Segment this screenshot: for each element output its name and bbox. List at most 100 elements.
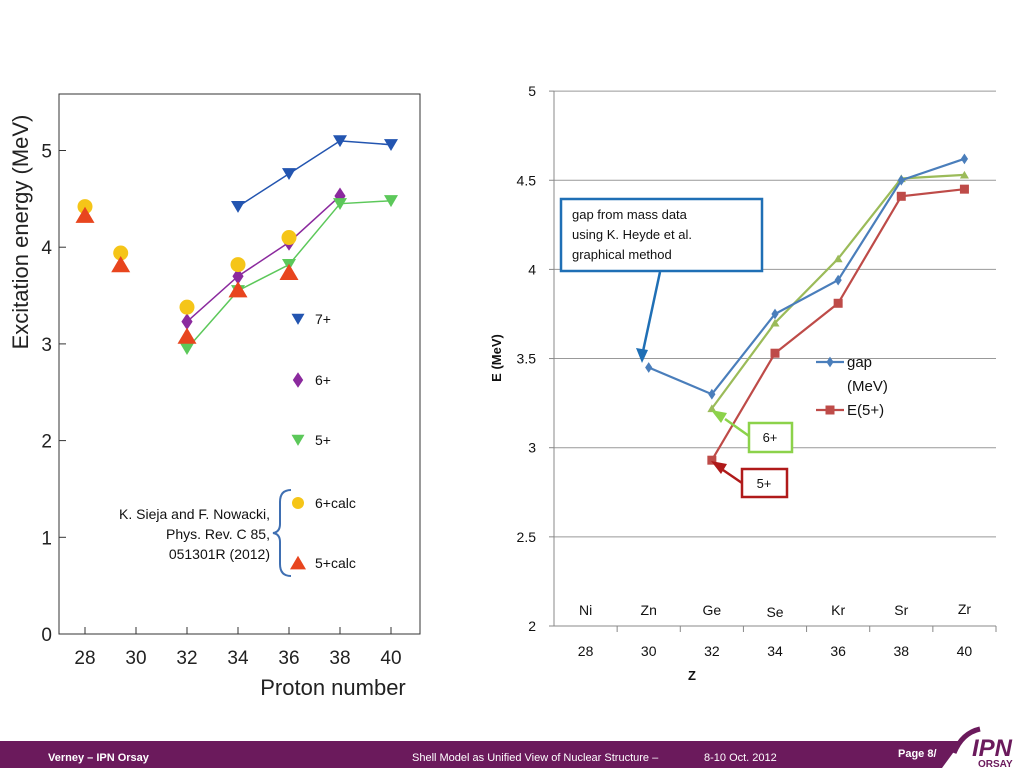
logo-text: IPN bbox=[972, 735, 1013, 762]
right-series-line bbox=[648, 157, 965, 396]
five-plus-callout-label: 5+ bbox=[757, 476, 772, 491]
left-legend-label: 7+ bbox=[315, 311, 331, 327]
left-x-tick-label: 36 bbox=[278, 648, 299, 669]
five-plus-callout-box bbox=[740, 467, 789, 499]
right-data-point bbox=[833, 298, 843, 308]
right-legend-marker bbox=[826, 356, 834, 368]
element-label: Ge bbox=[703, 602, 722, 618]
right-data-point bbox=[707, 404, 717, 413]
left-y-tick-label: 5 bbox=[41, 142, 52, 163]
right-y-axis-label: E (MeV) bbox=[489, 334, 504, 382]
left-x-tick-label: 30 bbox=[125, 648, 146, 669]
footer-bar: Verney – IPN Orsay Shell Model as Unifie… bbox=[0, 741, 1024, 768]
left-legend-marker bbox=[291, 313, 305, 325]
gap-callout-arrow bbox=[640, 271, 662, 357]
gap-callout-line-1: gap from mass data bbox=[572, 207, 688, 222]
footer-talk-title: Shell Model as Unified View of Nuclear S… bbox=[412, 752, 659, 764]
right-x-ticks: 28 30 32 34 36 38 40 bbox=[578, 626, 997, 659]
five-plus-callout-arrow bbox=[722, 468, 743, 485]
right-y-tick-label: 2.5 bbox=[517, 529, 537, 545]
left-data-point bbox=[232, 267, 244, 285]
element-label: Sr bbox=[894, 602, 908, 618]
right-data-point bbox=[960, 153, 969, 165]
left-data-point bbox=[230, 257, 246, 273]
left-x-tick-label: 40 bbox=[380, 648, 401, 669]
left-data-point bbox=[279, 263, 299, 280]
left-legend-label: 6+calc bbox=[315, 495, 356, 511]
left-y-tick-label: 4 bbox=[41, 238, 52, 259]
six-plus-callout-label: 6+ bbox=[763, 430, 778, 445]
right-series-layer bbox=[645, 153, 969, 465]
right-data-point bbox=[770, 318, 780, 327]
left-data-point bbox=[77, 199, 93, 215]
gap-callout-line-3: graphical method bbox=[572, 247, 672, 262]
right-legend-label: gap bbox=[847, 354, 872, 371]
right-y-ticks: 2 2.5 3 3.5 4 4.5 5 bbox=[517, 83, 554, 634]
left-x-tick-label: 28 bbox=[74, 648, 95, 669]
right-data-point bbox=[897, 174, 905, 186]
element-label: Kr bbox=[831, 602, 845, 618]
ipn-orsay-logo: IPN ORSAY bbox=[942, 713, 1024, 768]
right-data-point bbox=[833, 254, 843, 263]
left-data-point bbox=[177, 327, 197, 344]
right-y-tick-label: 3 bbox=[528, 440, 536, 456]
left-x-ticks: 28 30 32 34 36 38 40 bbox=[74, 627, 402, 669]
left-legend-marker bbox=[292, 497, 304, 509]
right-legend-marker bbox=[825, 405, 835, 415]
right-y-tick-label: 4.5 bbox=[517, 172, 537, 188]
right-x-tick-label: 32 bbox=[704, 643, 720, 659]
right-data-point bbox=[645, 362, 653, 373]
left-data-point bbox=[181, 313, 193, 331]
left-data-point bbox=[384, 139, 398, 151]
right-y-tick-label: 4 bbox=[528, 261, 536, 277]
element-label: Zn bbox=[641, 602, 657, 618]
left-legend-marker bbox=[290, 555, 306, 570]
right-data-point bbox=[708, 388, 716, 400]
right-data-point bbox=[771, 308, 779, 320]
left-y-tick-label: 0 bbox=[41, 625, 52, 646]
left-plot-frame bbox=[58, 93, 421, 635]
left-legend-label: 6+ bbox=[315, 372, 331, 388]
left-data-point bbox=[111, 256, 131, 273]
left-data-point bbox=[281, 230, 297, 246]
left-data-point bbox=[228, 281, 248, 298]
logo-subtext: ORSAY bbox=[978, 759, 1013, 768]
right-data-point bbox=[770, 348, 780, 358]
left-legend-marker bbox=[292, 372, 304, 388]
left-legend-label: 5+ bbox=[315, 432, 331, 448]
footer-page-number: Page 8/ bbox=[898, 748, 937, 760]
left-legend-marker bbox=[291, 434, 305, 446]
gap-callout-box bbox=[559, 197, 764, 273]
reference-line-2: Phys. Rev. C 85, bbox=[166, 526, 270, 542]
left-data-point bbox=[333, 198, 347, 210]
calc-brace bbox=[272, 489, 292, 577]
reference-line-3: 051301R (2012) bbox=[169, 546, 270, 562]
left-y-tick-label: 2 bbox=[41, 432, 52, 453]
right-data-point bbox=[959, 170, 969, 179]
right-x-axis-label: Z bbox=[688, 668, 696, 683]
right-chart: 2 2.5 3 3.5 4 4.5 5 28 30 32 34 36 38 40 Ni Zn Ge Se Kr S… bbox=[489, 83, 997, 683]
left-x-tick-label: 32 bbox=[176, 648, 197, 669]
gap-callout-line-2: using K. Heyde et al. bbox=[572, 227, 692, 242]
left-data-point bbox=[282, 168, 296, 181]
right-legend-label: E(5+) bbox=[847, 402, 884, 419]
left-series-layer bbox=[75, 135, 398, 356]
right-data-point bbox=[959, 184, 969, 194]
right-legend-label: (MeV) bbox=[847, 378, 888, 395]
right-x-tick-label: 40 bbox=[957, 643, 973, 659]
right-x-tick-label: 28 bbox=[578, 643, 594, 659]
footer-author: Verney – IPN Orsay bbox=[48, 752, 149, 764]
right-y-tick-label: 2 bbox=[528, 618, 536, 634]
right-data-point bbox=[834, 274, 842, 286]
right-x-tick-label: 38 bbox=[893, 643, 909, 659]
left-x-tick-label: 34 bbox=[227, 648, 249, 669]
footer-date: 8-10 Oct. 2012 bbox=[704, 752, 777, 764]
left-legend: 7+ 6+ 5+ 6+calc 5+calc bbox=[290, 311, 356, 571]
element-label: Se bbox=[766, 604, 783, 620]
left-series-line bbox=[237, 140, 392, 208]
left-data-point bbox=[113, 245, 129, 261]
reference-line-1: K. Sieja and F. Nowacki, bbox=[119, 506, 270, 522]
left-x-tick-label: 38 bbox=[329, 648, 350, 669]
